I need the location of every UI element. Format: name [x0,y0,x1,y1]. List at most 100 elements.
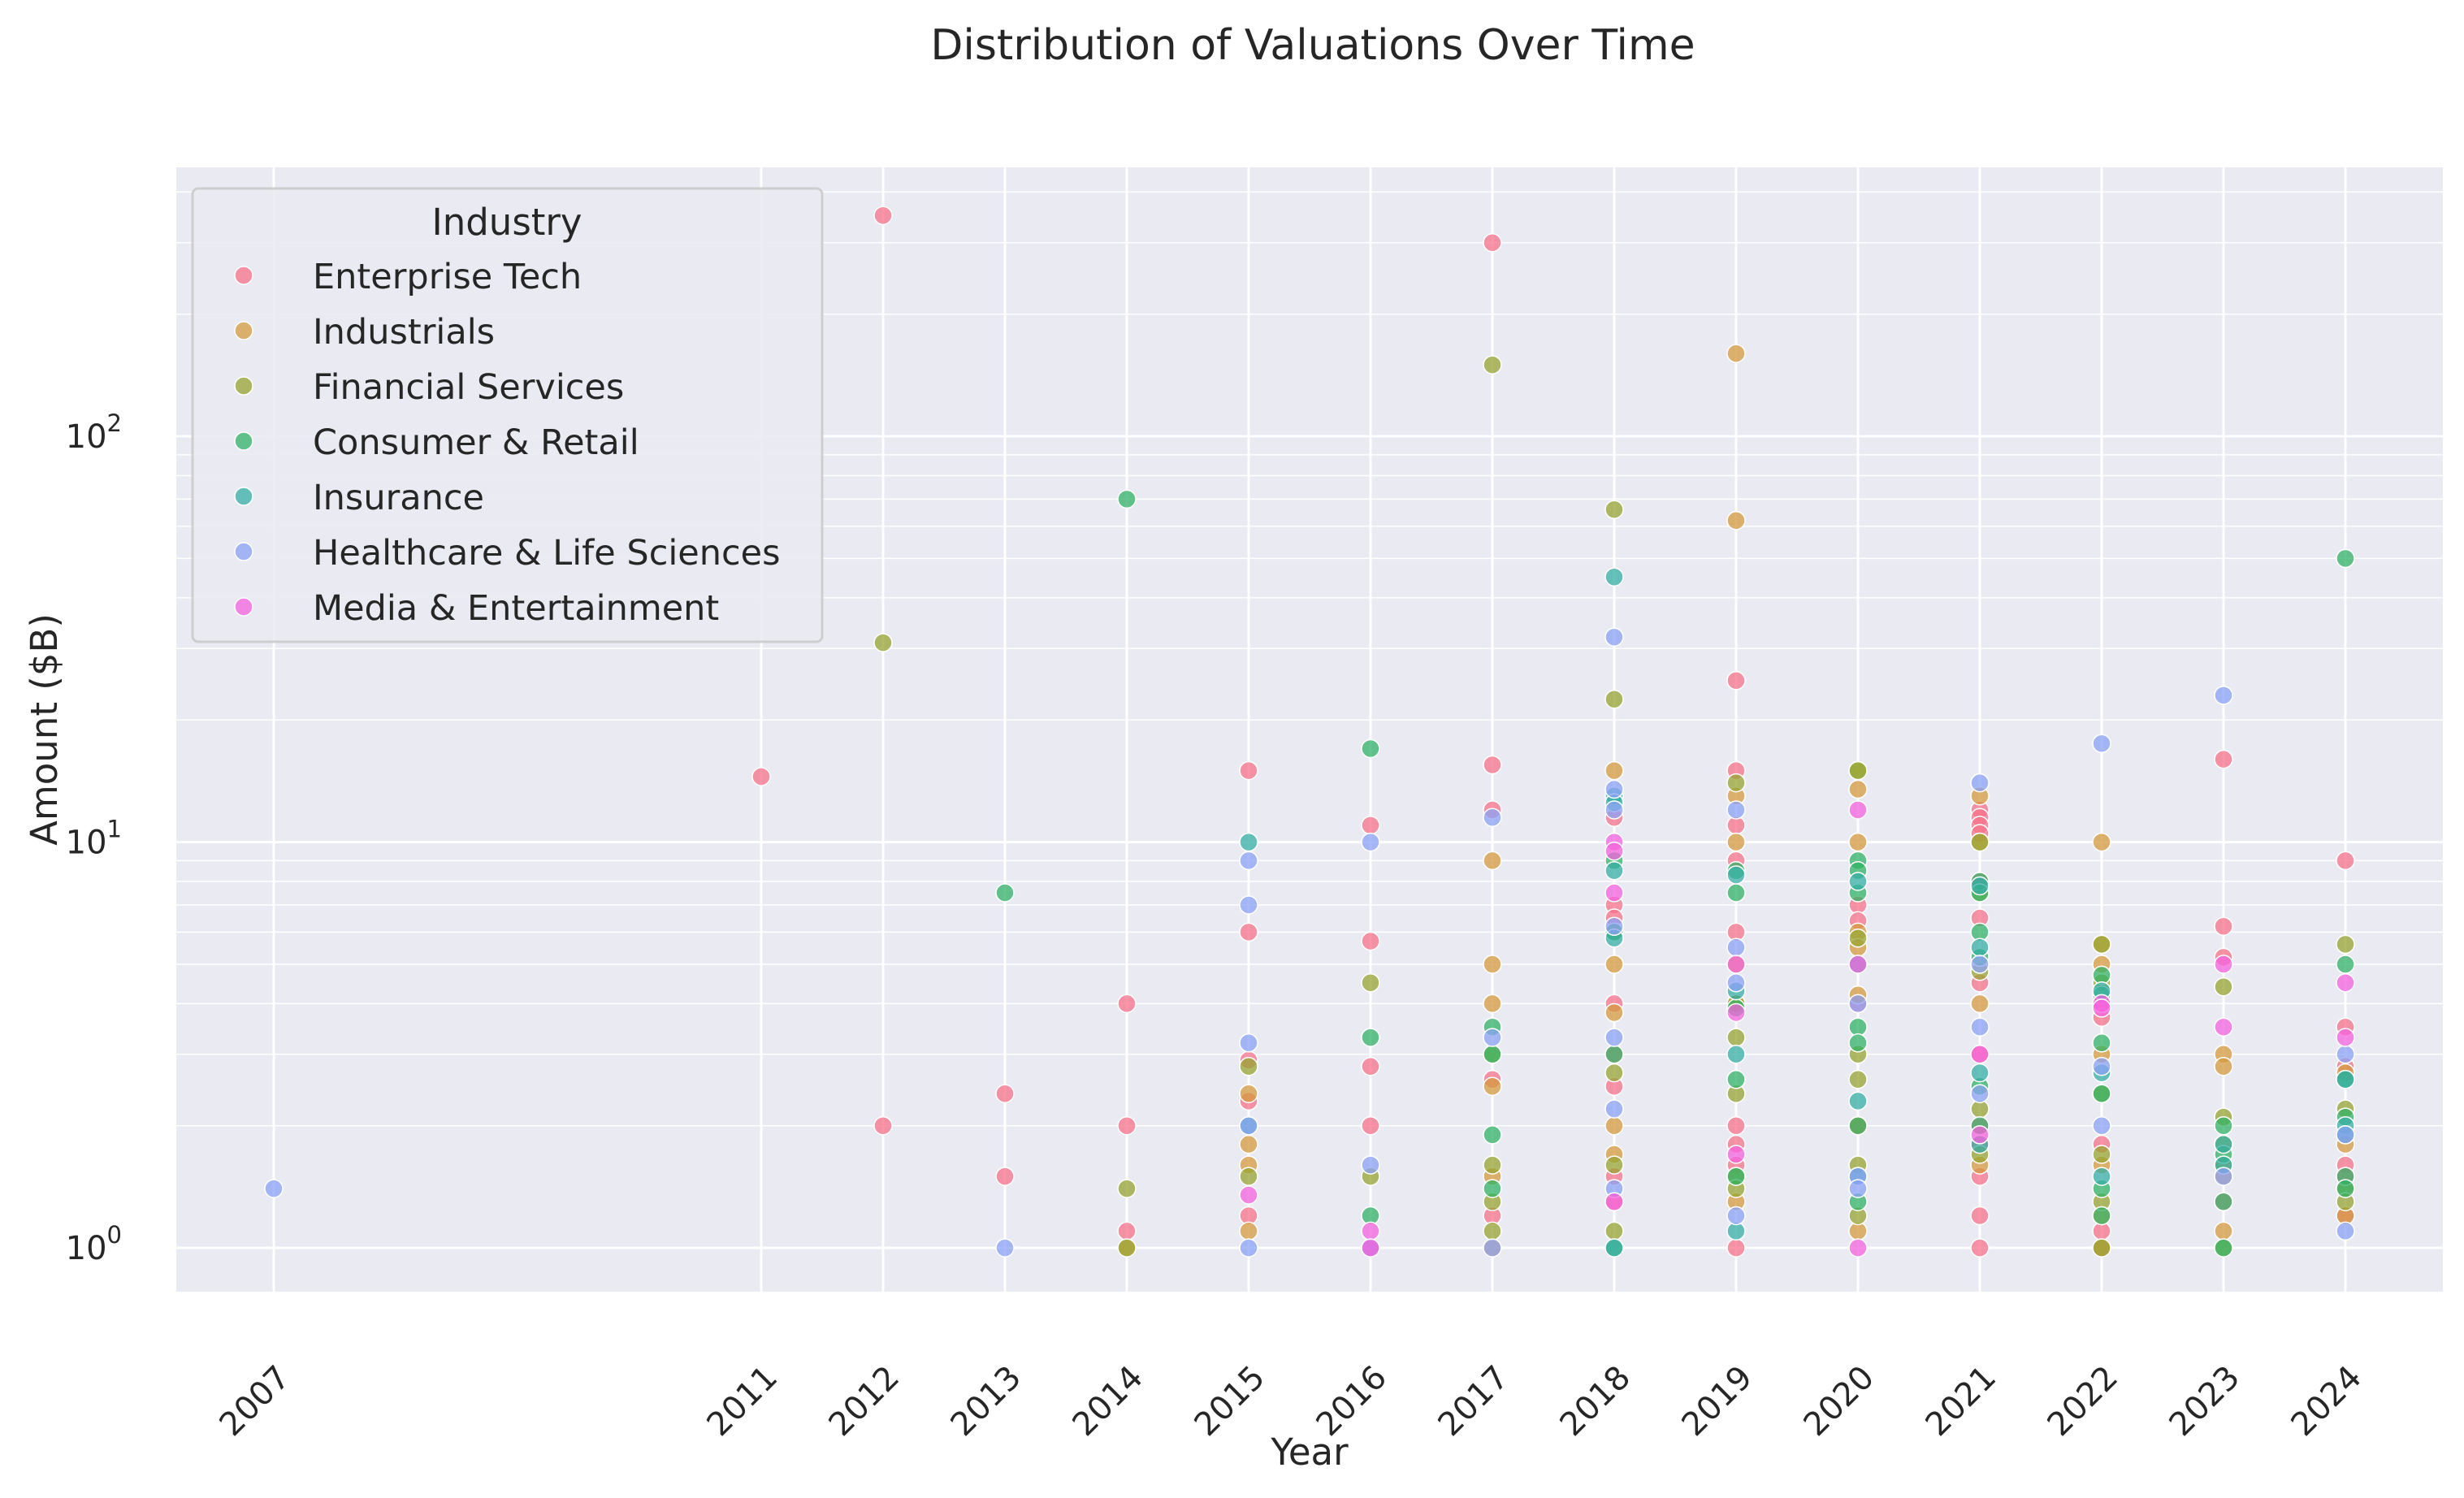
data-point [1483,1179,1502,1198]
data-point [2336,1028,2355,1047]
data-point [1848,832,1868,852]
data-point [1604,916,1624,937]
data-point [995,1084,1015,1103]
data-point [2214,749,2233,769]
x-tick-label: 2014 [1066,1359,1151,1444]
data-point [1726,832,1746,852]
data-point [1361,1028,1380,1047]
legend-label: Consumer & Retail [313,422,639,463]
data-point [1604,883,1624,903]
data-point [1604,841,1624,861]
x-tick-label: 2017 [1431,1359,1517,1444]
data-point [1604,1155,1624,1175]
data-point [1604,567,1624,587]
data-point [1604,689,1624,709]
data-point [1239,832,1258,852]
y-tick-label: 100 [66,1221,122,1267]
data-point [1726,1238,1746,1258]
y-tick-base: 10 [66,825,107,862]
data-point [873,633,893,652]
legend-marker [234,487,253,506]
data-point [2092,1145,2111,1164]
data-point [1604,1099,1624,1119]
data-point [1117,1221,1137,1241]
data-point [1117,1238,1137,1258]
data-point [995,1167,1015,1186]
data-point [1604,1002,1624,1023]
legend-label: Insurance [313,478,484,518]
data-point [2092,1056,2111,1076]
data-point [1361,1056,1380,1076]
data-point [2336,1221,2355,1241]
data-point [1848,760,1868,781]
data-point [1483,1076,1502,1097]
data-point [1726,1070,1746,1089]
data-point [1726,773,1746,793]
data-point [2092,934,2111,955]
data-point [1726,800,1746,820]
data-point [1848,955,1868,974]
data-point [1604,1238,1624,1258]
data-point [1483,1028,1502,1047]
data-point [1604,800,1624,820]
data-point [1848,994,1868,1014]
data-point [1848,1179,1868,1198]
data-point [1361,973,1380,993]
x-axis-label: Year [1270,1431,1349,1474]
data-point [1848,800,1868,820]
data-point [1726,1206,1746,1226]
data-point [2336,1070,2355,1089]
data-point [1483,807,1502,828]
data-point [1239,1221,1258,1241]
legend-box [191,187,824,643]
data-point [2336,955,2355,974]
data-point [2092,1167,2111,1186]
data-point [1970,1238,1990,1258]
legend-marker [234,266,253,285]
data-point [1848,1091,1868,1111]
y-tick-base: 10 [66,1230,107,1267]
data-point [1483,355,1502,374]
data-point [1970,1084,1990,1103]
data-point [1726,511,1746,530]
data-point [2214,686,2233,705]
data-point [1726,1028,1746,1047]
data-point [1239,1134,1258,1154]
data-point [1726,1145,1746,1164]
data-point [1970,1063,1990,1083]
data-point [1117,489,1137,509]
data-point [2336,851,2355,871]
data-point [2214,976,2233,997]
legend-label: Industrials [313,312,495,353]
data-point [2092,1033,2111,1053]
x-tick-label: 2015 [1188,1359,1273,1444]
data-point [2092,832,2111,852]
data-point [2336,1179,2355,1198]
legend-marker [234,376,253,396]
data-point [1361,832,1380,852]
data-point [1483,1045,1502,1064]
data-point [2214,1192,2233,1211]
data-point [1970,955,1990,974]
legend-marker [234,597,253,617]
data-point [1726,883,1746,903]
y-tick-exponent: 1 [107,816,122,843]
data-point [1483,232,1502,253]
x-tick-label: 2022 [2041,1359,2126,1444]
data-point [2336,1045,2355,1064]
data-point [1239,895,1258,915]
data-point [1970,994,1990,1014]
data-point [1604,760,1624,781]
data-point [995,1238,1015,1258]
data-point [1239,1056,1258,1076]
data-point [1726,973,1746,993]
data-point [1604,627,1624,647]
data-point [1239,1185,1258,1205]
data-point [2092,998,2111,1018]
data-point [873,1115,893,1136]
data-point [1604,1221,1624,1241]
legend-title: Industry [431,201,582,244]
data-point [1726,671,1746,691]
data-point [1483,851,1502,871]
x-tick-label: 2018 [1553,1359,1639,1444]
